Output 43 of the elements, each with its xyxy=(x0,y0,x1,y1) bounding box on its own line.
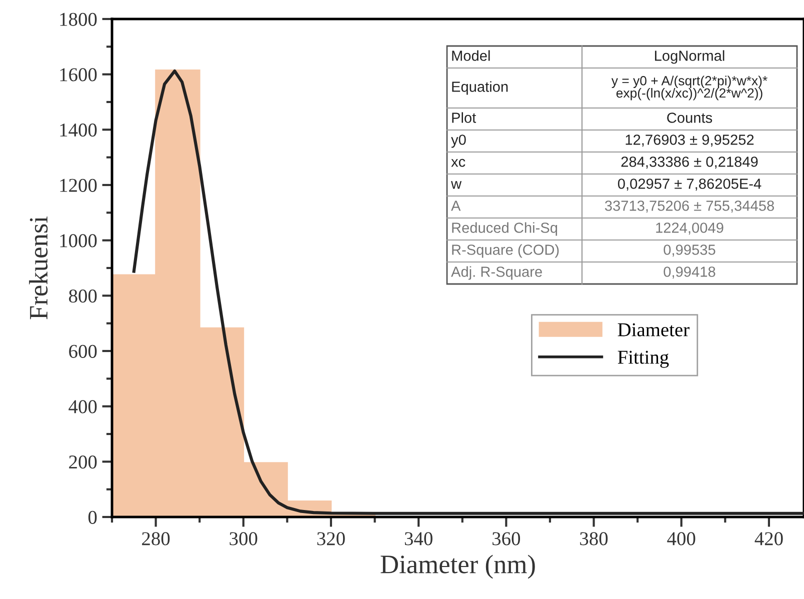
legend-label: Fitting xyxy=(618,350,669,368)
annotation: xc xyxy=(451,158,466,167)
annotation: Equation xyxy=(452,81,508,95)
annotation: LogNormal xyxy=(655,50,724,64)
x-axis-title: Diameter (nm) xyxy=(380,554,535,579)
annotation: Model xyxy=(452,50,490,61)
y-tick-label: 1600 xyxy=(60,68,97,82)
line-series xyxy=(132,69,804,515)
x-tick-label: 280 xyxy=(142,532,170,546)
y-tick-label: 800 xyxy=(68,289,97,303)
x-tick-label: 380 xyxy=(580,532,608,546)
annotation: Counts xyxy=(667,112,712,123)
legend-label: Diameter xyxy=(618,323,690,336)
annotation: Plot xyxy=(452,112,476,123)
x-tick-label: 420 xyxy=(754,532,783,546)
annotation: A xyxy=(451,200,461,211)
annotation: 284,33386 ± 0,21849 xyxy=(621,156,758,169)
annotation: 0,99418 xyxy=(664,266,716,279)
y-tick-label: 0 xyxy=(88,510,97,524)
x-tick-label: 400 xyxy=(667,532,696,546)
annotation: Reduced Chi-Sq xyxy=(452,222,558,236)
annotation: 0,99535 xyxy=(664,244,716,257)
annotation: 33713,75206 ± 755,34458 xyxy=(604,200,774,213)
y-tick-label: 1000 xyxy=(60,234,97,248)
x-tick-label: 340 xyxy=(404,532,432,546)
y-tick-label: 1200 xyxy=(60,178,97,192)
x-tick-label: 320 xyxy=(317,532,345,546)
y-tick-label: 400 xyxy=(68,400,97,414)
annotation: Adj. R-Square xyxy=(451,266,542,280)
y-tick-label: 1800 xyxy=(60,12,97,26)
y-tick-label: 200 xyxy=(69,455,97,469)
annotation: y = y0 + A/(sqrt(2*pi)*w*x)* exp(-(ln(x/xc))^2/(2*w^2)) xyxy=(611,76,768,100)
annotation: R-Square (COD) xyxy=(452,244,559,258)
x-tick-label: 300 xyxy=(230,532,258,546)
annotation: 0,02957 ± 7,86205E-4 xyxy=(618,178,762,191)
y-tick-label: 600 xyxy=(69,344,97,358)
y-tick-label: 1400 xyxy=(60,123,97,137)
annotation: y0 xyxy=(451,134,466,148)
annotation: w xyxy=(450,181,462,189)
y-axis-title: Frekuensi xyxy=(29,216,48,320)
x-tick-label: 360 xyxy=(492,532,520,546)
annotation: 12,76903 ± 9,95252 xyxy=(626,134,754,147)
annotation: 1224,0049 xyxy=(656,222,724,235)
